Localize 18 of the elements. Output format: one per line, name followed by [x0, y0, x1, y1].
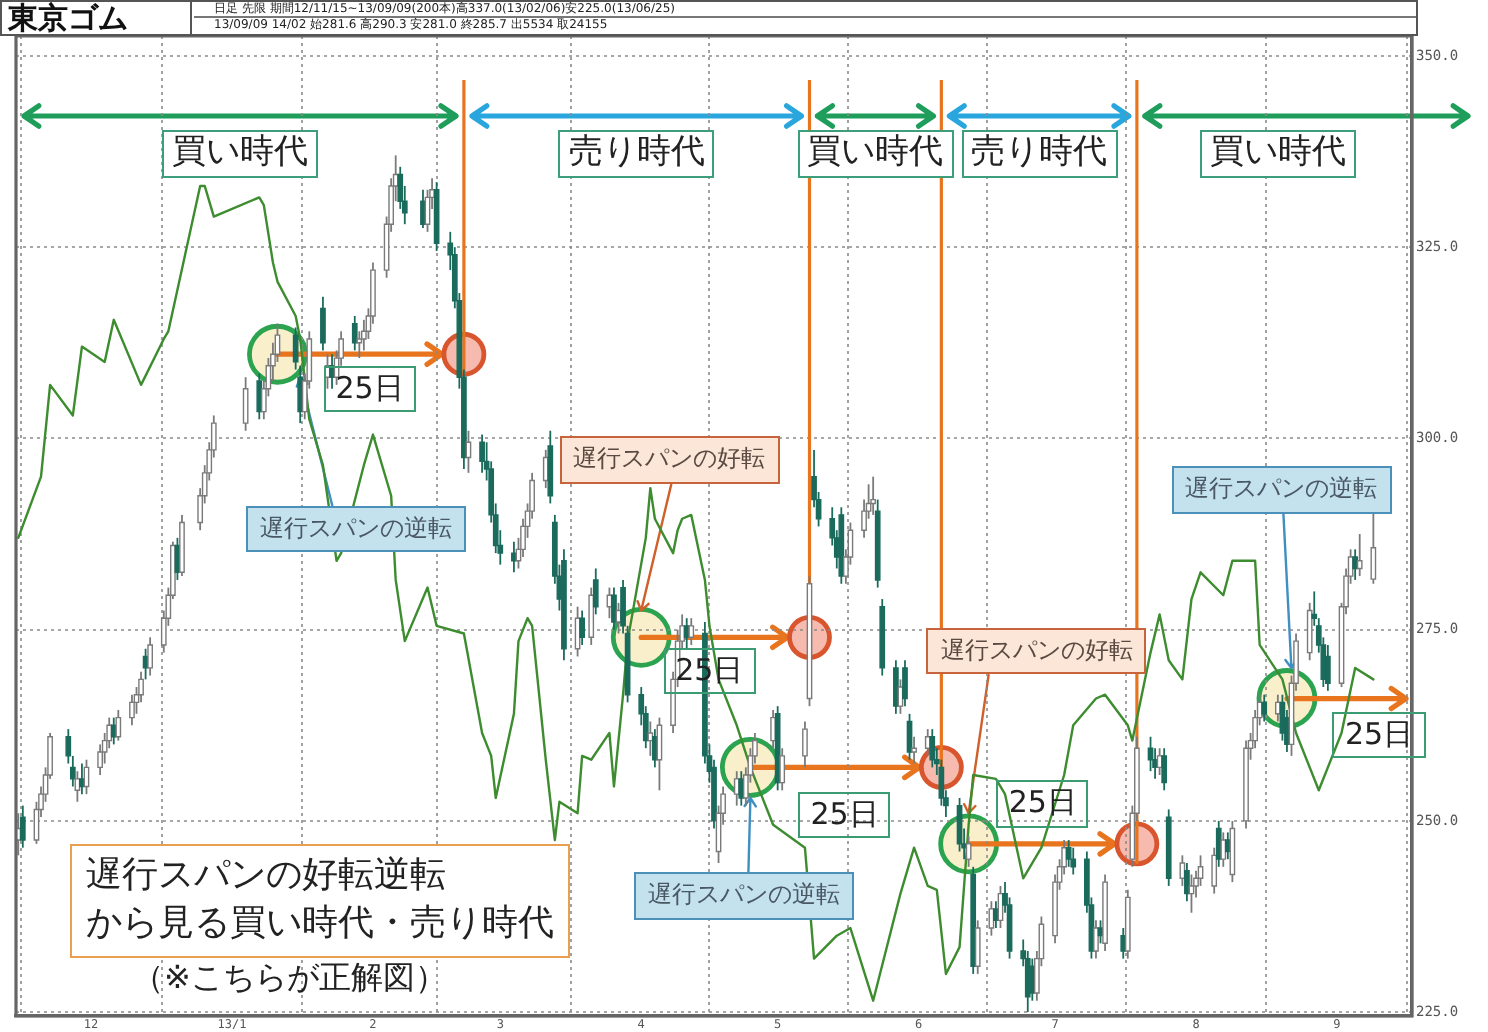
annotation: 買い時代	[797, 130, 954, 178]
annotation: 25日	[1332, 711, 1426, 758]
chart-title: 東京ゴム	[2, 0, 192, 36]
annotation: 遅行スパンの逆転	[246, 505, 467, 553]
annotation: 25日	[323, 365, 416, 412]
annotation: 遅行スパンの逆転	[1171, 465, 1392, 514]
annotation: （※こちらが正解図）	[132, 958, 447, 997]
annotation: 遅行スパンの逆転	[634, 871, 855, 920]
candlestick	[329, 353, 335, 390]
annotation: 遅行スパンの好転	[926, 627, 1147, 675]
annotation: 25日	[798, 792, 891, 839]
annotation: から見る買い時代・売り時代	[86, 900, 554, 948]
annotation: 売り時代	[961, 130, 1118, 178]
annotation: 遅行スパンの好転逆転	[86, 852, 448, 900]
annotation: 買い時代	[1200, 130, 1357, 178]
annotation: 売り時代	[558, 130, 715, 178]
annotation: 買い時代	[161, 130, 318, 178]
annotation: 遅行スパンの好転	[559, 436, 780, 485]
